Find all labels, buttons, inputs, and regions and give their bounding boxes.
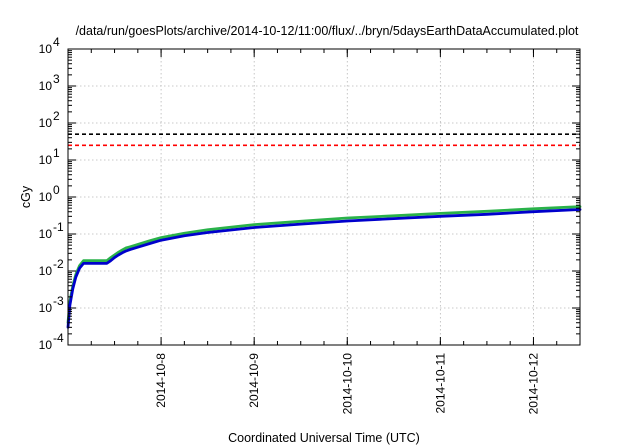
y-tick-label: 10 xyxy=(39,264,53,278)
x-axis-ticks: 2014-10-8 2014-10-9 2014-10-10 2014-10-11 20… xyxy=(67,49,581,415)
y-tick-exponent: -4 xyxy=(53,331,64,345)
y-tick-label: 10 xyxy=(39,79,53,93)
y-tick-exponent: 2 xyxy=(53,109,60,123)
y-tick-label: 10 xyxy=(39,338,53,352)
y-tick-exponent: -3 xyxy=(53,294,64,308)
y-tick-label: 10 xyxy=(39,153,53,167)
series-line xyxy=(66,205,582,325)
y-tick-exponent: 0 xyxy=(53,183,60,197)
y-tick-exponent: 4 xyxy=(53,35,60,49)
x-tick-label: 2014-10-10 xyxy=(340,353,354,415)
data-series xyxy=(66,205,582,329)
y-axis-label: cGy xyxy=(19,185,33,208)
chart-title: /data/run/goesPlots/archive/2014-10-12/1… xyxy=(76,24,579,38)
y-tick-label: 10 xyxy=(39,42,53,56)
x-tick-label: 2014-10-8 xyxy=(154,353,168,408)
series-line xyxy=(66,208,582,329)
y-tick-exponent: -1 xyxy=(53,220,64,234)
x-tick-label: 2014-10-12 xyxy=(526,353,540,415)
reference-lines xyxy=(68,133,580,147)
y-tick-label: 10 xyxy=(39,301,53,315)
y-tick-exponent: 3 xyxy=(53,72,60,86)
y-tick-label: 10 xyxy=(39,190,53,204)
x-tick-label: 2014-10-11 xyxy=(433,353,447,414)
y-tick-exponent: 1 xyxy=(53,146,60,160)
x-tick-label: 2014-10-9 xyxy=(247,353,261,408)
y-tick-exponent: -2 xyxy=(53,257,64,271)
grid-lines xyxy=(68,49,580,345)
x-axis-label: Coordinated Universal Time (UTC) xyxy=(228,431,420,445)
y-tick-label: 10 xyxy=(39,116,53,130)
y-tick-label: 10 xyxy=(39,227,53,241)
